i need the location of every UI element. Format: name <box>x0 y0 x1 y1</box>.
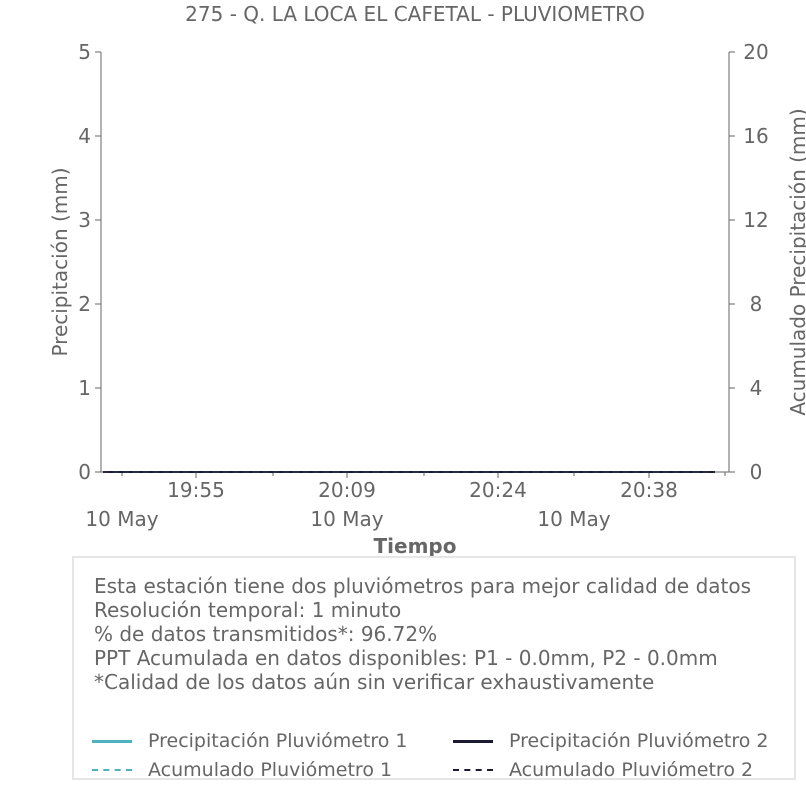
y2-tick-label: 16 <box>743 124 768 148</box>
x-tick-label-date: 10 May <box>85 507 158 531</box>
y2-tick-label: 8 <box>750 292 763 316</box>
legend-swatch-precip-p2 <box>453 739 493 743</box>
y2-tick-label: 0 <box>750 460 763 484</box>
legend-label-precip-p1: Precipitación Pluviómetro 1 <box>148 730 408 752</box>
legend-label-acum-p1: Acumulado Pluviómetro 1 <box>148 759 393 781</box>
y-tick-label: 3 <box>78 208 91 232</box>
x-tick-label-time: 20:09 <box>318 478 376 502</box>
info-line-transmitted: % de datos transmitidos*: 96.72% <box>94 622 438 646</box>
y-tick-label: 2 <box>78 292 91 316</box>
y-tick-label: 4 <box>78 124 91 148</box>
info-box: Esta estación tiene dos pluviómetros par… <box>72 556 796 781</box>
y2-tick-label: 12 <box>743 208 768 232</box>
chart-axes <box>100 52 730 473</box>
chart-title: 275 - Q. LA LOCA EL CAFETAL - PLUVIOMETR… <box>185 2 645 26</box>
legend-label-precip-p2: Precipitación Pluviómetro 2 <box>509 730 769 752</box>
info-line-accumulated: PPT Acumulada en datos disponibles: P1 -… <box>94 646 718 670</box>
y2-axis-ticks: 0 4 8 12 16 20 <box>729 40 769 484</box>
y-axis-ticks: 0 1 2 3 4 5 <box>78 40 101 484</box>
x-tick-label-date: 10 May <box>310 507 383 531</box>
x-axis-ticks: 19:55 10 May 20:09 10 May 20:24 10 May 20:38 <box>85 472 726 531</box>
info-line-quality-note: *Calidad de los datos aún sin verificar … <box>94 670 655 694</box>
info-line-resolution: Resolución temporal: 1 minuto <box>94 598 402 622</box>
y2-tick-label: 4 <box>750 376 763 400</box>
x-tick-label-time: 19:55 <box>167 478 225 502</box>
x-tick-label-date: 10 May <box>537 507 610 531</box>
x-tick-label-time: 20:24 <box>469 478 527 502</box>
y2-axis-label: Acumulado Precipitación (mm) <box>786 108 806 415</box>
legend-swatch-precip-p1 <box>92 739 132 743</box>
x-axis-label: Tiempo <box>374 534 457 556</box>
info-line-dual-gauges: Esta estación tiene dos pluviómetros par… <box>94 574 752 598</box>
legend-item-acum-p2: Acumulado Pluviómetro 2 <box>453 759 753 781</box>
legend-swatch-acum-p2 <box>453 769 493 771</box>
y2-tick-label: 20 <box>743 40 768 64</box>
legend-swatch-acum-p1 <box>92 769 132 771</box>
chart-legend: Precipitación Pluviómetro 1 Precipitació… <box>74 730 794 781</box>
legend-item-precip-p2: Precipitación Pluviómetro 2 <box>453 730 769 752</box>
legend-item-acum-p1: Acumulado Pluviómetro 1 <box>92 759 392 781</box>
y-tick-label: 5 <box>78 40 91 64</box>
legend-item-precip-p1: Precipitación Pluviómetro 1 <box>92 730 408 752</box>
legend-label-acum-p2: Acumulado Pluviómetro 2 <box>509 759 754 781</box>
y-tick-label: 1 <box>78 376 91 400</box>
precipitation-chart: 275 - Q. LA LOCA EL CAFETAL - PLUVIOMETR… <box>48 2 806 556</box>
info-lines: Esta estación tiene dos pluviómetros par… <box>94 574 751 694</box>
y-axis-label: Precipitación (mm) <box>48 167 72 356</box>
x-tick-label-time: 20:38 <box>620 478 678 502</box>
y-tick-label: 0 <box>78 460 91 484</box>
